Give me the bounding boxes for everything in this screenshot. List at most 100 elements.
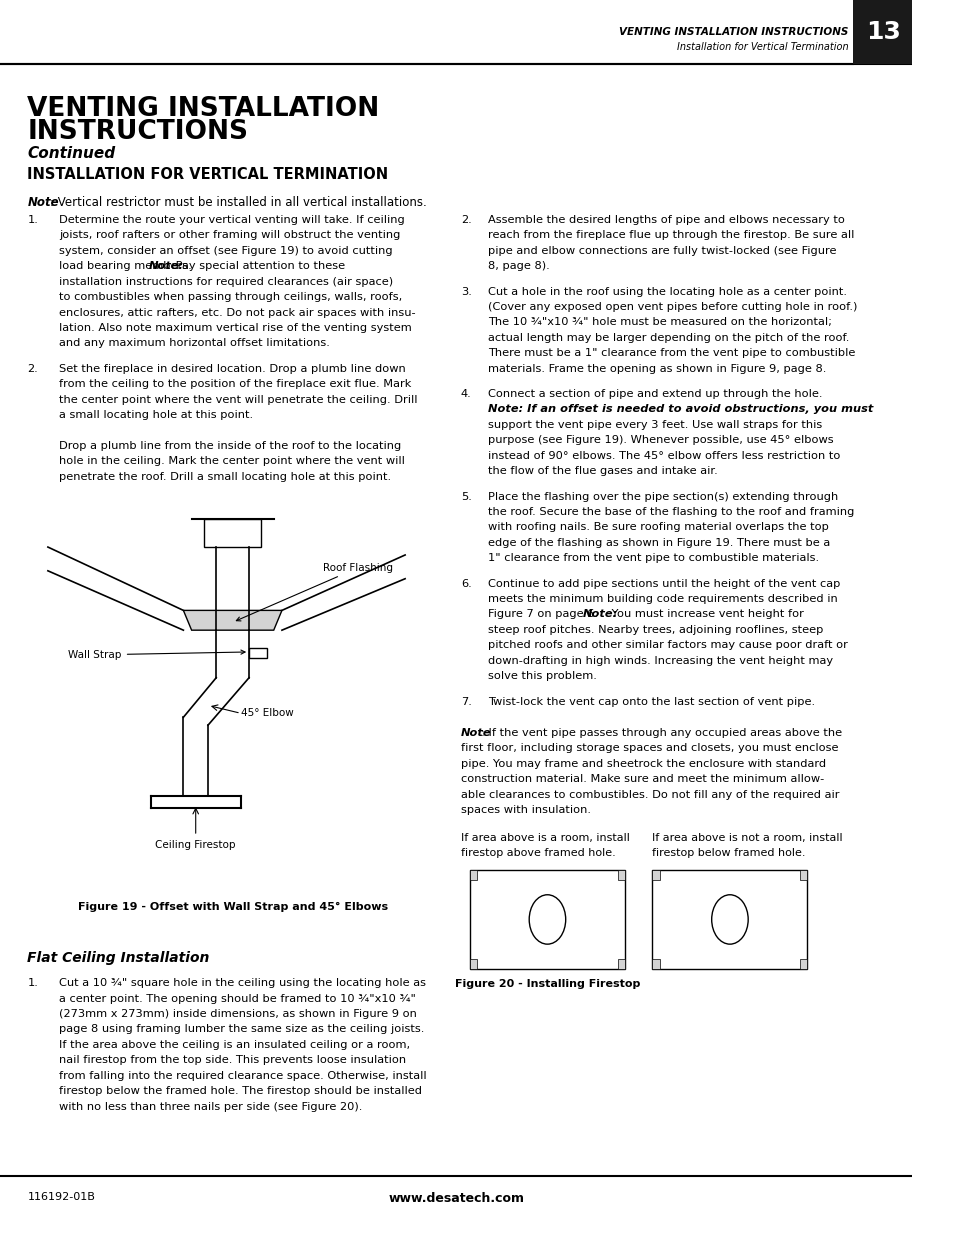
- Text: materials. Frame the opening as shown in Figure 9, page 8.: materials. Frame the opening as shown in…: [488, 363, 825, 374]
- Circle shape: [711, 894, 747, 944]
- Text: with roofing nails. Be sure roofing material overlaps the top: with roofing nails. Be sure roofing mate…: [488, 522, 828, 532]
- Text: firestop below framed hole.: firestop below framed hole.: [652, 847, 805, 858]
- Text: Note: If an offset is needed to avoid obstructions, you must: Note: If an offset is needed to avoid ob…: [488, 404, 873, 415]
- Text: Cut a hole in the roof using the locating hole as a center point.: Cut a hole in the roof using the locatin…: [488, 287, 846, 296]
- Text: Continue to add pipe sections until the height of the vent cap: Continue to add pipe sections until the …: [488, 578, 840, 589]
- Text: with no less than three nails per side (see Figure 20).: with no less than three nails per side (…: [59, 1102, 362, 1112]
- Text: (Cover any exposed open vent pipes before cutting hole in roof.): (Cover any exposed open vent pipes befor…: [488, 301, 857, 312]
- Text: Set the fireplace in desired location. Drop a plumb line down: Set the fireplace in desired location. D…: [59, 363, 406, 374]
- Text: Note: Note: [28, 196, 59, 210]
- Bar: [652, 958, 659, 968]
- Text: 3.: 3.: [460, 287, 471, 296]
- Text: system, consider an offset (see Figure 19) to avoid cutting: system, consider an offset (see Figure 1…: [59, 246, 393, 256]
- Text: VENTING INSTALLATION INSTRUCTIONS: VENTING INSTALLATION INSTRUCTIONS: [618, 27, 847, 37]
- Text: Note:: Note:: [149, 261, 184, 272]
- Text: nail firestop from the top side. This prevents loose insulation: nail firestop from the top side. This pr…: [59, 1055, 406, 1066]
- Text: 1.: 1.: [28, 215, 38, 225]
- Circle shape: [529, 894, 565, 944]
- Bar: [617, 869, 624, 879]
- Text: The 10 ¾"x10 ¾" hole must be measured on the horizontal;: The 10 ¾"x10 ¾" hole must be measured on…: [488, 317, 831, 327]
- Text: 8, page 8).: 8, page 8).: [488, 261, 549, 272]
- Text: first floor, including storage spaces and closets, you must enclose: first floor, including storage spaces an…: [460, 743, 838, 753]
- Text: Place the flashing over the pipe section(s) extending through: Place the flashing over the pipe section…: [488, 492, 838, 501]
- Text: Cut a 10 ¾" square hole in the ceiling using the locating hole as: Cut a 10 ¾" square hole in the ceiling u…: [59, 978, 426, 988]
- Text: 13: 13: [865, 20, 900, 44]
- Text: : If the vent pipe passes through any occupied areas above the: : If the vent pipe passes through any oc…: [480, 727, 841, 739]
- Text: If the area above the ceiling is an insulated ceiling or a room,: If the area above the ceiling is an insu…: [59, 1040, 410, 1050]
- Text: penetrate the roof. Drill a small locating hole at this point.: penetrate the roof. Drill a small locati…: [59, 472, 391, 482]
- Text: edge of the flashing as shown in Figure 19. There must be a: edge of the flashing as shown in Figure …: [488, 537, 829, 548]
- Text: from falling into the required clearance space. Otherwise, install: from falling into the required clearance…: [59, 1071, 427, 1081]
- Text: 45° Elbow: 45° Elbow: [240, 709, 294, 719]
- Text: page 8 using framing lumber the same size as the ceiling joists.: page 8 using framing lumber the same siz…: [59, 1025, 424, 1035]
- Bar: [470, 869, 624, 968]
- Text: 1.: 1.: [28, 978, 38, 988]
- Text: spaces with insulation.: spaces with insulation.: [460, 805, 590, 815]
- Text: to combustibles when passing through ceilings, walls, roofs,: to combustibles when passing through cei…: [59, 291, 402, 303]
- Text: Flat Ceiling Installation: Flat Ceiling Installation: [28, 951, 210, 965]
- Bar: [470, 869, 476, 879]
- Text: (273mm x 273mm) inside dimensions, as shown in Figure 9 on: (273mm x 273mm) inside dimensions, as sh…: [59, 1009, 416, 1019]
- Text: Ceiling Firestop: Ceiling Firestop: [155, 840, 235, 850]
- Text: construction material. Make sure and meet the minimum allow-: construction material. Make sure and mee…: [460, 774, 823, 784]
- Text: reach from the fireplace flue up through the firestop. Be sure all: reach from the fireplace flue up through…: [488, 230, 854, 241]
- Text: If area above is not a room, install: If area above is not a room, install: [652, 832, 842, 844]
- Text: Continued: Continued: [28, 146, 115, 161]
- Text: a center point. The opening should be framed to 10 ¾"x10 ¾": a center point. The opening should be fr…: [59, 993, 416, 1004]
- Text: actual length may be larger depending on the pitch of the roof.: actual length may be larger depending on…: [488, 332, 848, 343]
- Text: lation. Also note maximum vertical rise of the venting system: lation. Also note maximum vertical rise …: [59, 322, 412, 333]
- Text: 2.: 2.: [28, 363, 38, 374]
- Text: You must increase vent height for: You must increase vent height for: [607, 609, 802, 620]
- Text: Assemble the desired lengths of pipe and elbows necessary to: Assemble the desired lengths of pipe and…: [488, 215, 844, 225]
- Text: There must be a 1" clearance from the vent pipe to combustible: There must be a 1" clearance from the ve…: [488, 348, 855, 358]
- Text: installation instructions for required clearances (air space): installation instructions for required c…: [59, 277, 393, 287]
- Text: Roof Flashing: Roof Flashing: [236, 563, 393, 621]
- Text: www.desatech.com: www.desatech.com: [388, 1192, 523, 1205]
- Text: pipe. You may frame and sheetrock the enclosure with standard: pipe. You may frame and sheetrock the en…: [460, 758, 825, 769]
- Text: purpose (see Figure 19). Whenever possible, use 45° elbows: purpose (see Figure 19). Whenever possib…: [488, 435, 833, 446]
- Text: Pay special attention to these: Pay special attention to these: [172, 261, 345, 272]
- Text: a small locating hole at this point.: a small locating hole at this point.: [59, 410, 253, 420]
- Text: pipe and elbow connections are fully twist-locked (see Figure: pipe and elbow connections are fully twi…: [488, 246, 836, 256]
- Text: Connect a section of pipe and extend up through the hole.: Connect a section of pipe and extend up …: [488, 389, 821, 399]
- Text: instead of 90° elbows. The 45° elbow offers less restriction to: instead of 90° elbows. The 45° elbow off…: [488, 451, 840, 461]
- Text: the center point where the vent will penetrate the ceiling. Drill: the center point where the vent will pen…: [59, 394, 417, 405]
- Text: from the ceiling to the position of the fireplace exit flue. Mark: from the ceiling to the position of the …: [59, 379, 412, 389]
- Text: 1" clearance from the vent pipe to combustible materials.: 1" clearance from the vent pipe to combu…: [488, 553, 819, 563]
- Text: hole in the ceiling. Mark the center point where the vent will: hole in the ceiling. Mark the center poi…: [59, 456, 405, 467]
- Text: and any maximum horizontal offset limitations.: and any maximum horizontal offset limita…: [59, 338, 330, 348]
- Text: Note: Note: [460, 727, 491, 739]
- Text: 7.: 7.: [460, 697, 471, 706]
- Text: firestop above framed hole.: firestop above framed hole.: [460, 847, 615, 858]
- Bar: [470, 958, 476, 968]
- Text: steep roof pitches. Nearby trees, adjoining rooflines, steep: steep roof pitches. Nearby trees, adjoin…: [488, 625, 822, 635]
- Bar: [652, 869, 659, 879]
- Text: Figure 19 - Offset with Wall Strap and 45° Elbows: Figure 19 - Offset with Wall Strap and 4…: [77, 902, 387, 911]
- Text: Drop a plumb line from the inside of the roof to the locating: Drop a plumb line from the inside of the…: [59, 441, 401, 451]
- Text: Figure 20 - Installing Firestop: Figure 20 - Installing Firestop: [455, 978, 639, 989]
- Polygon shape: [183, 610, 282, 630]
- Bar: [800, 958, 806, 968]
- Text: 116192-01B: 116192-01B: [28, 1192, 95, 1202]
- Text: Wall Strap: Wall Strap: [69, 650, 245, 659]
- Text: the roof. Secure the base of the flashing to the roof and framing: the roof. Secure the base of the flashin…: [488, 506, 854, 517]
- Text: 2.: 2.: [460, 215, 471, 225]
- Text: Figure 7 on page 6.: Figure 7 on page 6.: [488, 609, 601, 620]
- Bar: [204, 520, 261, 547]
- Text: 6.: 6.: [460, 578, 471, 589]
- Text: Note:: Note:: [582, 609, 618, 620]
- Text: down-drafting in high winds. Increasing the vent height may: down-drafting in high winds. Increasing …: [488, 656, 832, 666]
- Text: pitched roofs and other similar factors may cause poor draft or: pitched roofs and other similar factors …: [488, 640, 847, 651]
- Bar: [652, 869, 806, 968]
- Text: meets the minimum building code requirements described in: meets the minimum building code requirem…: [488, 594, 837, 604]
- Text: : Vertical restrictor must be installed in all vertical installations.: : Vertical restrictor must be installed …: [51, 196, 427, 210]
- Text: solve this problem.: solve this problem.: [488, 671, 597, 682]
- Text: Determine the route your vertical venting will take. If ceiling: Determine the route your vertical ventin…: [59, 215, 405, 225]
- Text: Installation for Vertical Termination: Installation for Vertical Termination: [677, 42, 847, 52]
- Text: enclosures, attic rafters, etc. Do not pack air spaces with insu-: enclosures, attic rafters, etc. Do not p…: [59, 308, 416, 317]
- Text: INSTALLATION FOR VERTICAL TERMINATION: INSTALLATION FOR VERTICAL TERMINATION: [28, 167, 388, 182]
- Text: VENTING INSTALLATION: VENTING INSTALLATION: [28, 95, 379, 122]
- Text: joists, roof rafters or other framing will obstruct the venting: joists, roof rafters or other framing wi…: [59, 230, 400, 241]
- Text: INSTRUCTIONS: INSTRUCTIONS: [28, 119, 248, 146]
- Bar: [249, 648, 267, 658]
